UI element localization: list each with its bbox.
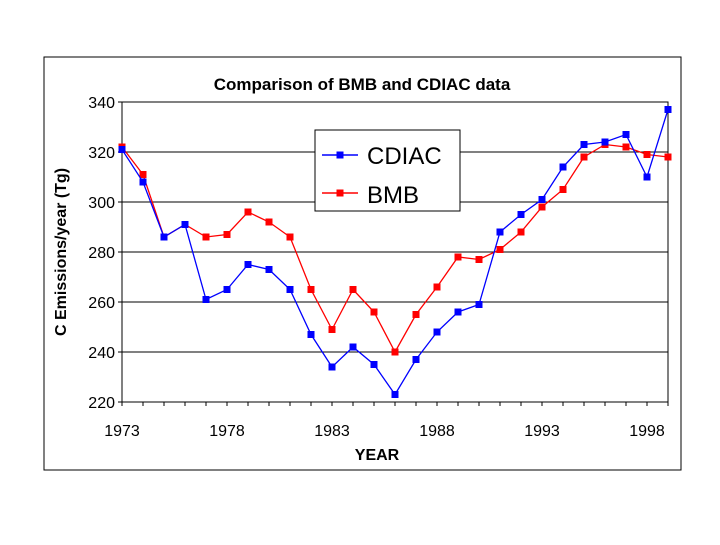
legend-marker-cdiac	[336, 151, 344, 159]
data-point-cdiac	[433, 328, 441, 336]
data-point-bmb	[370, 308, 378, 316]
data-point-bmb	[538, 203, 546, 211]
data-point-bmb	[244, 208, 252, 216]
data-point-cdiac	[643, 173, 651, 181]
data-point-cdiac	[601, 138, 609, 146]
data-point-bmb	[328, 326, 336, 333]
x-axis-label: YEAR	[355, 447, 400, 464]
data-point-cdiac	[160, 233, 168, 241]
data-point-cdiac	[412, 356, 420, 363]
data-point-cdiac	[538, 196, 546, 203]
data-point-bmb	[475, 256, 483, 263]
legend-label-bmb: BMB	[367, 182, 419, 209]
y-tick-label: 240	[88, 345, 115, 362]
data-point-bmb	[412, 311, 420, 318]
data-point-bmb	[139, 171, 147, 178]
x-tick-label: 1993	[524, 423, 560, 440]
data-point-bmb	[580, 153, 588, 161]
data-point-cdiac	[286, 286, 294, 293]
data-point-bmb	[517, 228, 525, 236]
y-tick-label: 260	[88, 295, 115, 312]
x-tick-label: 1973	[104, 423, 140, 440]
chart-title: Comparison of BMB and CDIAC data	[214, 75, 511, 94]
axis-layer: 220 240 260 280 300 320 340 1973 1978 1983 1988 199…	[88, 95, 669, 440]
data-point-cdiac	[559, 163, 567, 171]
y-tick-label: 320	[88, 145, 115, 162]
data-point-cdiac	[622, 131, 630, 138]
data-point-cdiac	[370, 361, 378, 368]
data-point-bmb	[664, 153, 672, 161]
data-point-bmb	[307, 286, 315, 293]
x-tick-label: 1983	[314, 423, 350, 440]
data-point-cdiac	[265, 266, 273, 273]
x-tick-label: 1998	[629, 423, 665, 440]
data-point-cdiac	[118, 146, 126, 153]
data-point-cdiac	[307, 331, 315, 338]
data-point-cdiac	[454, 308, 462, 316]
data-point-cdiac	[475, 301, 483, 308]
data-point-cdiac	[664, 106, 672, 113]
chart-frame	[43, 56, 682, 471]
data-point-cdiac	[202, 296, 210, 303]
series-layer	[118, 106, 672, 398]
data-point-bmb	[559, 186, 567, 193]
y-tick-label: 220	[88, 395, 115, 412]
data-point-bmb	[454, 253, 462, 261]
data-point-bmb	[643, 151, 651, 158]
data-point-cdiac	[244, 261, 252, 268]
data-point-bmb	[286, 233, 294, 241]
legend-box	[314, 129, 461, 212]
y-tick-label: 340	[88, 95, 115, 112]
data-point-bmb	[622, 143, 630, 151]
data-point-bmb	[496, 246, 504, 253]
data-point-bmb	[391, 348, 399, 356]
data-point-cdiac	[223, 286, 231, 293]
y-axis-label: C Emissions/year (Tg)	[53, 168, 70, 336]
y-tick-label: 280	[88, 245, 115, 262]
x-tick-label: 1988	[419, 423, 455, 440]
data-point-bmb	[223, 231, 231, 238]
data-point-cdiac	[391, 391, 399, 398]
data-point-cdiac	[496, 228, 504, 236]
legend-marker-bmb	[336, 189, 344, 197]
data-point-cdiac	[349, 343, 357, 351]
data-point-cdiac	[139, 178, 147, 186]
data-point-bmb	[433, 283, 441, 291]
data-point-cdiac	[181, 221, 189, 228]
y-tick-label: 300	[88, 195, 115, 212]
data-point-cdiac	[328, 363, 336, 371]
legend-label-cdiac: CDIAC	[367, 143, 442, 170]
x-tick-label: 1978	[209, 423, 245, 440]
data-point-cdiac	[517, 211, 525, 218]
data-point-bmb	[265, 218, 273, 226]
data-point-bmb	[202, 233, 210, 241]
data-point-bmb	[349, 286, 357, 293]
legend: CDIAC BMB	[314, 129, 461, 212]
data-point-cdiac	[580, 141, 588, 148]
